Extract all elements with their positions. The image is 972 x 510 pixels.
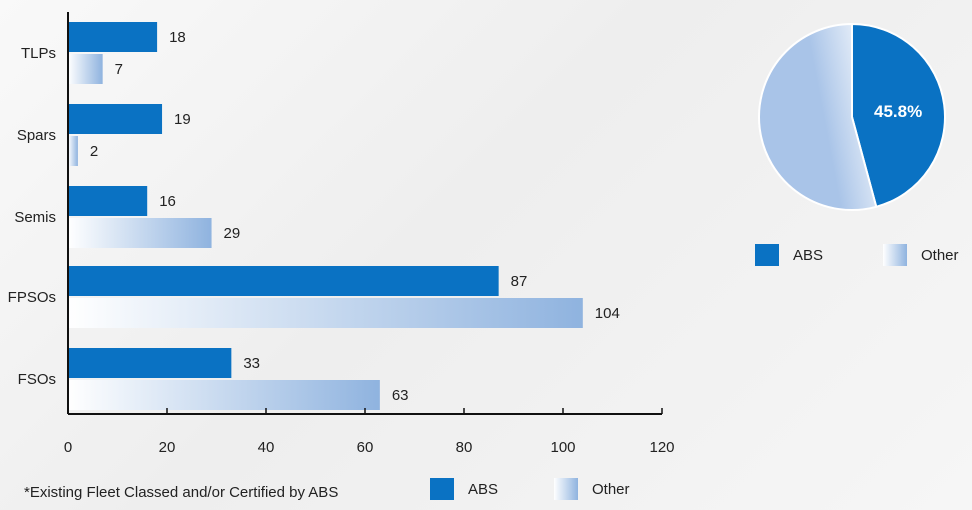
category-label-semis: Semis	[14, 209, 56, 226]
data-label-abs-tlps: 18	[169, 29, 186, 46]
bar-other-tlps	[68, 54, 103, 84]
legend-pie-other: Other	[883, 244, 959, 266]
data-label-other-tlps: 7	[115, 61, 123, 78]
legend-label-abs: ABS	[468, 480, 499, 498]
category-label-tlps: TLPs	[21, 45, 56, 62]
data-label-abs-spars: 19	[174, 111, 191, 128]
data-label-other-fpsos: 104	[595, 305, 620, 322]
legend-pie-abs: ABS	[755, 244, 823, 266]
x-tick-label-80: 80	[456, 439, 473, 456]
data-label-other-semis: 29	[224, 225, 241, 242]
x-tick-label-20: 20	[159, 439, 176, 456]
data-label-other-fsos: 63	[392, 387, 409, 404]
x-tick-label-100: 100	[550, 439, 575, 456]
data-label-abs-fsos: 33	[243, 355, 260, 372]
pie-slice-abs	[851, 22, 946, 209]
x-tick-label-60: 60	[357, 439, 374, 456]
footnote: *Existing Fleet Classed and/or Certified…	[24, 484, 339, 501]
legend-swatch-other	[554, 478, 578, 500]
bar-abs-spars	[68, 104, 163, 134]
bar-other-fpsos	[68, 298, 583, 328]
pie-slice-other	[758, 22, 878, 211]
legend-swatch-abs	[430, 478, 454, 500]
x-tick-label-120: 120	[649, 439, 674, 456]
category-label-spars: Spars	[17, 127, 56, 144]
pie-legend-label-abs: ABS	[793, 246, 824, 264]
bar-other-semis	[68, 218, 212, 248]
bar-abs-fsos	[68, 348, 232, 378]
data-label-abs-fpsos: 87	[511, 273, 528, 290]
x-tick-label-40: 40	[258, 439, 275, 456]
bar-abs-semis	[68, 186, 148, 216]
x-tick-label-0: 0	[64, 439, 72, 456]
bar-abs-tlps	[68, 22, 158, 52]
pie-chart: 45.8%	[758, 22, 946, 211]
data-label-abs-semis: 16	[159, 193, 176, 210]
legend-bar-other: Other	[554, 478, 630, 500]
x-axis: 0 20 40 60 80 100 120	[64, 12, 675, 456]
legend-bar-abs: ABS	[430, 478, 498, 500]
bar-other-spars	[68, 136, 78, 166]
pie-label-abs: 45.8%	[874, 102, 922, 121]
bar-other-fsos	[68, 380, 380, 410]
category-label-fpsos: FPSOs	[8, 289, 56, 306]
bar-chart: 18 7 TLPs 19 2 Spars 16 29 Semis 87 104 FPSOs 33 63 FS…	[8, 22, 620, 410]
legend-label-other: Other	[592, 480, 630, 498]
pie-legend-swatch-abs	[755, 244, 779, 266]
category-label-fsos: FSOs	[18, 371, 56, 388]
pie-legend-label-other: Other	[921, 246, 959, 264]
data-label-other-spars: 2	[90, 143, 98, 160]
bar-abs-fpsos	[68, 266, 499, 296]
pie-legend-swatch-other	[883, 244, 907, 266]
